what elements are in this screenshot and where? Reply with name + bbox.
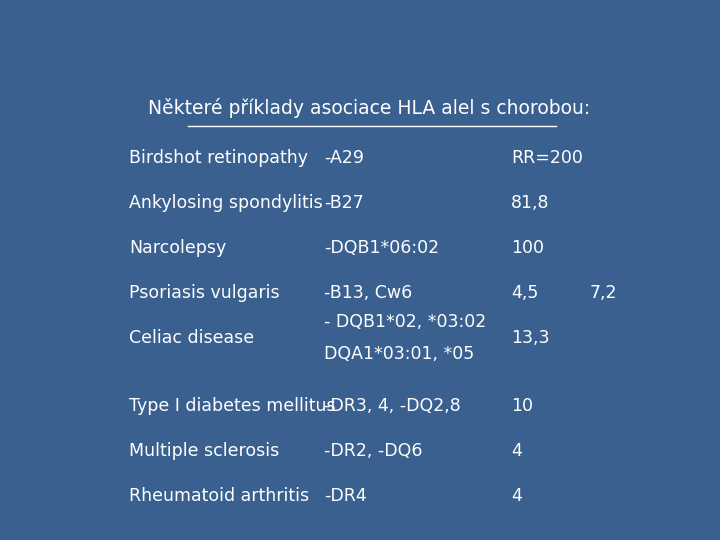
Text: Ankylosing spondylitis: Ankylosing spondylitis xyxy=(129,194,323,212)
Text: Celiac disease: Celiac disease xyxy=(129,329,254,347)
Text: Birdshot retinopathy: Birdshot retinopathy xyxy=(129,150,308,167)
Text: 100: 100 xyxy=(511,239,544,257)
Text: Psoriasis vulgaris: Psoriasis vulgaris xyxy=(129,284,279,302)
Text: -A29: -A29 xyxy=(324,150,364,167)
Text: 81,8: 81,8 xyxy=(511,194,550,212)
Text: 4: 4 xyxy=(511,487,522,504)
Text: - DQB1*02, *03:02: - DQB1*02, *03:02 xyxy=(324,313,487,331)
Text: -DQB1*06:02: -DQB1*06:02 xyxy=(324,239,439,257)
Text: -DR3, 4, -DQ2,8: -DR3, 4, -DQ2,8 xyxy=(324,397,461,415)
Text: -DR4: -DR4 xyxy=(324,487,367,504)
Text: -DR2, -DQ6: -DR2, -DQ6 xyxy=(324,442,423,460)
Text: -B13, Cw6: -B13, Cw6 xyxy=(324,284,413,302)
Text: 13,3: 13,3 xyxy=(511,329,550,347)
Text: 4,5: 4,5 xyxy=(511,284,539,302)
Text: Type I diabetes mellitus: Type I diabetes mellitus xyxy=(129,397,336,415)
Text: 4: 4 xyxy=(511,442,522,460)
Text: DQA1*03:01, *05: DQA1*03:01, *05 xyxy=(324,345,474,363)
Text: -B27: -B27 xyxy=(324,194,364,212)
Text: RR=200: RR=200 xyxy=(511,150,583,167)
Text: Narcolepsy: Narcolepsy xyxy=(129,239,226,257)
Text: Rheumatoid arthritis: Rheumatoid arthritis xyxy=(129,487,309,504)
Text: Multiple sclerosis: Multiple sclerosis xyxy=(129,442,279,460)
Text: 7,2: 7,2 xyxy=(590,284,617,302)
Text: Některé příklady asociace HLA alel s chorobou:: Některé příklady asociace HLA alel s cho… xyxy=(148,98,590,118)
Text: 10: 10 xyxy=(511,397,534,415)
